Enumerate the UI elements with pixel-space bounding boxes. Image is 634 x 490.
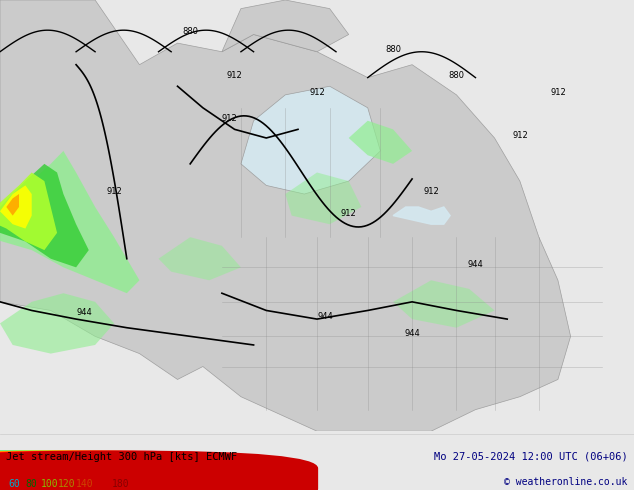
Polygon shape [349,121,412,164]
Text: 912: 912 [107,187,122,196]
Text: 180: 180 [112,479,129,489]
Text: 912: 912 [550,88,566,97]
Polygon shape [0,172,57,250]
Text: 912: 912 [222,114,238,122]
FancyBboxPatch shape [0,451,230,490]
Text: 912: 912 [512,131,527,140]
Text: 120: 120 [58,479,76,489]
Text: 80: 80 [25,479,37,489]
Text: 912: 912 [424,187,439,196]
Polygon shape [222,0,349,52]
FancyBboxPatch shape [0,451,318,490]
Polygon shape [158,237,241,280]
Polygon shape [393,207,450,224]
Text: 160: 160 [94,479,112,489]
Text: 140: 140 [76,479,94,489]
Polygon shape [285,172,361,224]
FancyBboxPatch shape [0,451,283,490]
Text: 944: 944 [468,260,483,270]
Polygon shape [0,293,114,354]
Polygon shape [393,280,495,328]
FancyBboxPatch shape [0,451,265,490]
Text: 944: 944 [76,308,92,317]
Text: Jet stream/Height 300 hPa [kts] ECMWF: Jet stream/Height 300 hPa [kts] ECMWF [6,452,238,462]
Text: Mo 27-05-2024 12:00 UTC (06+06): Mo 27-05-2024 12:00 UTC (06+06) [434,452,628,462]
Text: 912: 912 [309,88,325,97]
Text: 60: 60 [8,479,20,489]
Text: 912: 912 [341,209,356,218]
Text: 880: 880 [182,27,198,36]
Text: 880: 880 [385,45,401,54]
Text: 100: 100 [41,479,58,489]
Polygon shape [241,86,380,194]
Text: 912: 912 [227,71,242,79]
Polygon shape [0,0,571,431]
Polygon shape [0,164,89,268]
Polygon shape [0,151,139,293]
Polygon shape [6,194,19,216]
Text: 944: 944 [317,312,333,321]
Text: 880: 880 [448,71,465,79]
Text: © weatheronline.co.uk: © weatheronline.co.uk [504,477,628,487]
Text: 944: 944 [404,329,420,338]
FancyBboxPatch shape [0,451,212,490]
FancyBboxPatch shape [0,451,301,490]
Polygon shape [0,185,32,228]
FancyBboxPatch shape [0,451,247,490]
